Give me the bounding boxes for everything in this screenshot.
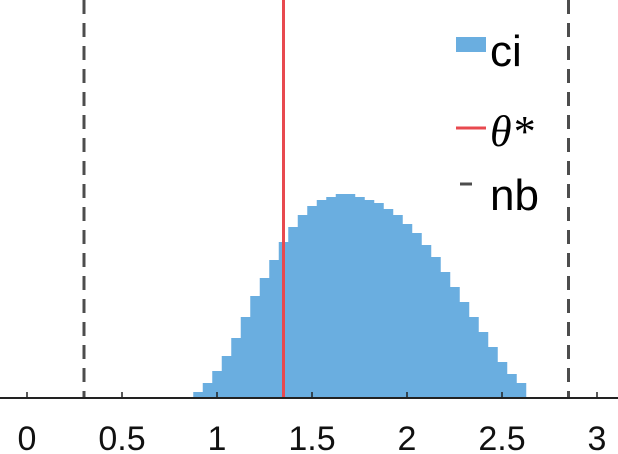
histogram-bar <box>345 194 356 398</box>
histogram-bar <box>383 209 394 398</box>
x-tick-label: 2.5 <box>478 420 525 454</box>
histogram-bar <box>193 392 204 398</box>
x-tick-label: 3 <box>588 420 607 454</box>
histogram-bar <box>316 200 327 398</box>
histogram-bar <box>297 215 308 398</box>
histogram-bar <box>421 245 432 398</box>
histogram-bar <box>497 362 508 398</box>
legend-swatch-ci <box>456 37 486 52</box>
x-axis-ticks <box>26 392 598 398</box>
histogram-bar <box>354 197 365 398</box>
histogram-bar <box>212 371 223 398</box>
histogram-bar <box>402 224 413 398</box>
histogram-bar <box>392 215 403 398</box>
legend-label-theta: θ* <box>490 107 534 156</box>
histogram-bars <box>193 194 527 398</box>
reference-lines <box>82 0 570 398</box>
histogram-bar <box>440 272 451 398</box>
histogram-bar <box>202 383 213 398</box>
histogram-bar <box>250 296 261 398</box>
x-tick-label: 0 <box>18 420 37 454</box>
x-tick-label: 2 <box>398 420 417 454</box>
histogram-bar <box>468 317 479 398</box>
histogram-bar <box>288 227 299 398</box>
histogram-bar <box>269 260 280 398</box>
legend-label-ci: ci <box>490 27 522 76</box>
histogram-bar <box>516 383 527 398</box>
histogram-bar <box>364 200 375 398</box>
histogram-bar <box>487 347 498 398</box>
x-tick-label: 1 <box>208 420 227 454</box>
histogram-bar <box>430 257 441 398</box>
histogram-bar <box>307 206 318 398</box>
histogram-bar <box>221 356 232 398</box>
histogram-bar <box>411 233 422 398</box>
x-tick-label: 1.5 <box>288 420 335 454</box>
histogram-bar <box>259 278 270 398</box>
histogram-bar <box>449 287 460 398</box>
histogram-bar <box>459 302 470 398</box>
legend-label-nb: nb <box>490 171 539 220</box>
histogram-bar <box>506 374 517 398</box>
histogram-bar <box>240 317 251 398</box>
histogram-bar <box>478 332 489 398</box>
legend: ci θ* nb <box>456 27 539 220</box>
x-axis-tick-labels: 0 0.5 1 1.5 2 2.5 3 <box>18 420 607 454</box>
histogram-bar <box>373 203 384 398</box>
histogram-bar <box>231 338 242 398</box>
histogram-bar <box>326 197 337 398</box>
x-tick-label: 0.5 <box>98 420 145 454</box>
histogram-bar <box>335 194 346 398</box>
